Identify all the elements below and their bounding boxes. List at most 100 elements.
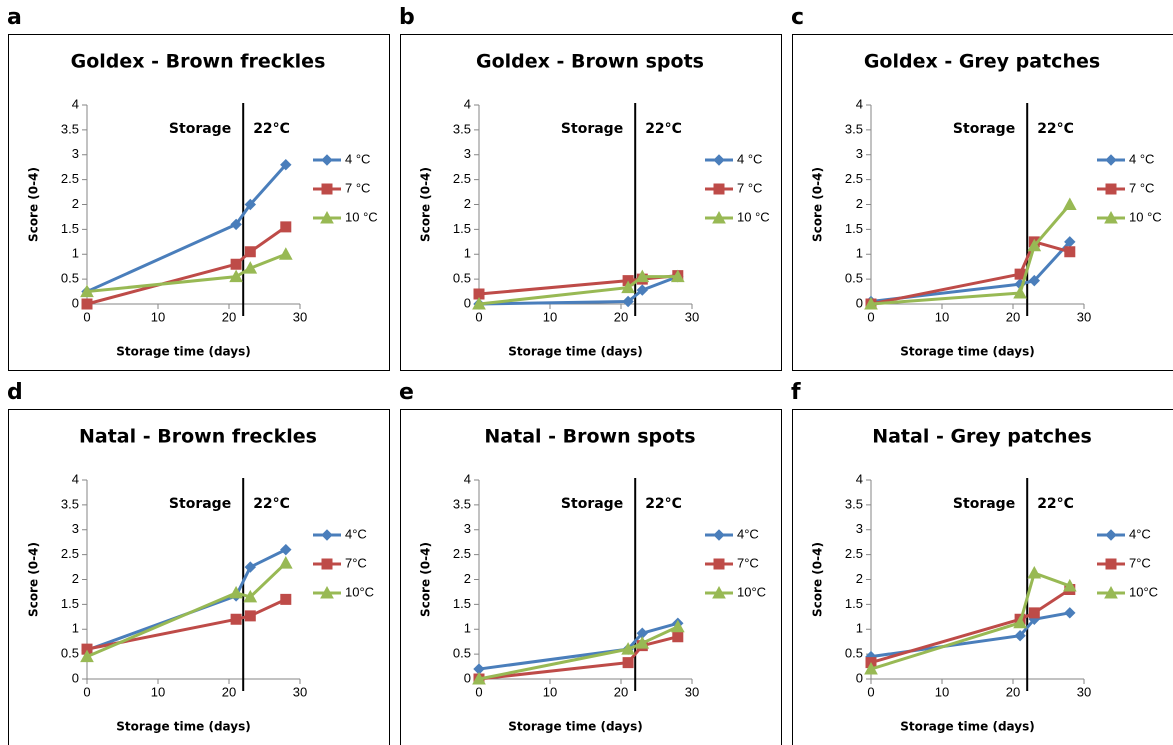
marker bbox=[280, 593, 292, 605]
y-tick-label: 3 bbox=[464, 146, 471, 161]
x-tick-label: 30 bbox=[1077, 309, 1091, 324]
annotation: Storage bbox=[953, 496, 1015, 512]
y-tick-label: 2 bbox=[72, 196, 79, 211]
x-tick-label: 20 bbox=[614, 309, 628, 324]
series-line bbox=[870, 240, 1071, 304]
marker bbox=[635, 269, 650, 283]
y-tick-label: 1 bbox=[464, 621, 471, 636]
panel-letter: a bbox=[7, 5, 22, 30]
series-line bbox=[478, 621, 679, 671]
series-line bbox=[478, 275, 678, 306]
y-tick-label: 2.5 bbox=[845, 171, 863, 186]
marker bbox=[1064, 246, 1076, 258]
panel-letter: d bbox=[7, 380, 23, 405]
y-tick-label: 1.5 bbox=[845, 221, 863, 236]
legend-label: 7 °C bbox=[345, 180, 370, 195]
marker bbox=[243, 261, 258, 274]
marker bbox=[622, 295, 634, 308]
y-tick-label: 2.5 bbox=[845, 546, 863, 561]
marker bbox=[1027, 565, 1042, 579]
chart-title: Goldex - Grey patches bbox=[864, 51, 1100, 73]
y-tick-label: 1.5 bbox=[453, 596, 471, 611]
x-tick-label: 10 bbox=[935, 309, 949, 324]
x-axis-label: Storage time (days) bbox=[508, 345, 642, 359]
marker bbox=[280, 221, 292, 233]
marker bbox=[670, 269, 685, 283]
y-tick-label: 2.5 bbox=[453, 171, 471, 186]
x-tick-label: 0 bbox=[83, 309, 90, 324]
marker bbox=[230, 613, 242, 625]
marker bbox=[229, 269, 243, 283]
marker bbox=[864, 662, 878, 675]
marker bbox=[244, 246, 256, 258]
x-tick-label: 10 bbox=[543, 684, 557, 699]
chart-title: Natal - Grey patches bbox=[872, 426, 1092, 448]
marker bbox=[621, 280, 635, 294]
chart-title: Goldex - Brown spots bbox=[476, 51, 704, 73]
legend-marker bbox=[713, 529, 725, 541]
panel-frame bbox=[8, 409, 390, 745]
marker bbox=[280, 543, 292, 556]
x-tick-label: 30 bbox=[293, 684, 307, 699]
series-line bbox=[478, 635, 679, 681]
legend-marker bbox=[712, 585, 726, 599]
y-tick-label: 1 bbox=[72, 246, 79, 261]
legend-label: 7°C bbox=[1129, 555, 1151, 570]
legend-label: 10°C bbox=[1129, 584, 1158, 599]
y-tick-label: 1.5 bbox=[845, 596, 863, 611]
marker bbox=[230, 258, 242, 270]
y-tick-label: 2.5 bbox=[61, 546, 79, 561]
x-tick-label: 10 bbox=[151, 309, 165, 324]
y-tick-label: 3 bbox=[856, 521, 863, 536]
y-tick-label: 4 bbox=[464, 471, 471, 486]
x-tick-label: 10 bbox=[151, 684, 165, 699]
marker bbox=[1028, 607, 1040, 619]
y-tick-label: 3.5 bbox=[845, 496, 863, 511]
marker bbox=[1028, 274, 1041, 287]
panel-letter: c bbox=[791, 5, 804, 30]
y-tick-label: 2 bbox=[464, 571, 471, 586]
y-tick-label: 0.5 bbox=[845, 646, 863, 661]
y-tick-label: 1.5 bbox=[61, 221, 79, 236]
x-tick-label: 0 bbox=[475, 684, 482, 699]
y-axis-label: Score (0-4) bbox=[419, 167, 433, 242]
legend-label: 10°C bbox=[737, 584, 766, 599]
legend-label: 7°C bbox=[345, 555, 367, 570]
legend-marker bbox=[320, 210, 334, 224]
annotation: Storage bbox=[561, 496, 623, 512]
legend-marker bbox=[321, 529, 333, 541]
legend-label: 10 °C bbox=[345, 209, 378, 224]
legend-marker bbox=[1104, 210, 1118, 224]
marker bbox=[278, 247, 293, 260]
annotation: Storage bbox=[169, 496, 231, 512]
legend-label: 7 °C bbox=[737, 180, 762, 195]
y-tick-label: 1 bbox=[856, 246, 863, 261]
legend-marker bbox=[713, 558, 725, 570]
series-line bbox=[86, 252, 287, 294]
y-tick-label: 3.5 bbox=[61, 496, 79, 511]
y-tick-label: 4 bbox=[856, 471, 863, 486]
y-axis-label: Score (0-4) bbox=[811, 167, 825, 242]
x-tick-label: 10 bbox=[543, 309, 557, 324]
legend-marker bbox=[1105, 529, 1117, 541]
x-tick-label: 20 bbox=[614, 684, 628, 699]
marker bbox=[635, 636, 650, 649]
y-tick-label: 3 bbox=[72, 521, 79, 536]
y-tick-label: 0 bbox=[856, 295, 863, 310]
series-line bbox=[86, 561, 287, 658]
legend-label: 4°C bbox=[1129, 526, 1151, 541]
y-axis-label: Score (0-4) bbox=[811, 542, 825, 617]
y-tick-label: 2 bbox=[856, 571, 863, 586]
x-tick-label: 30 bbox=[293, 309, 307, 324]
y-axis-label: Score (0-4) bbox=[419, 542, 433, 617]
legend-label: 4°C bbox=[737, 526, 759, 541]
series-line bbox=[86, 163, 287, 293]
series-line bbox=[478, 274, 678, 296]
y-tick-label: 1.5 bbox=[61, 596, 79, 611]
marker bbox=[81, 298, 93, 310]
series-line bbox=[870, 571, 1071, 671]
legend-label: 4 °C bbox=[345, 151, 370, 166]
marker bbox=[636, 284, 649, 296]
legend-marker bbox=[1105, 183, 1117, 195]
marker bbox=[244, 198, 257, 211]
